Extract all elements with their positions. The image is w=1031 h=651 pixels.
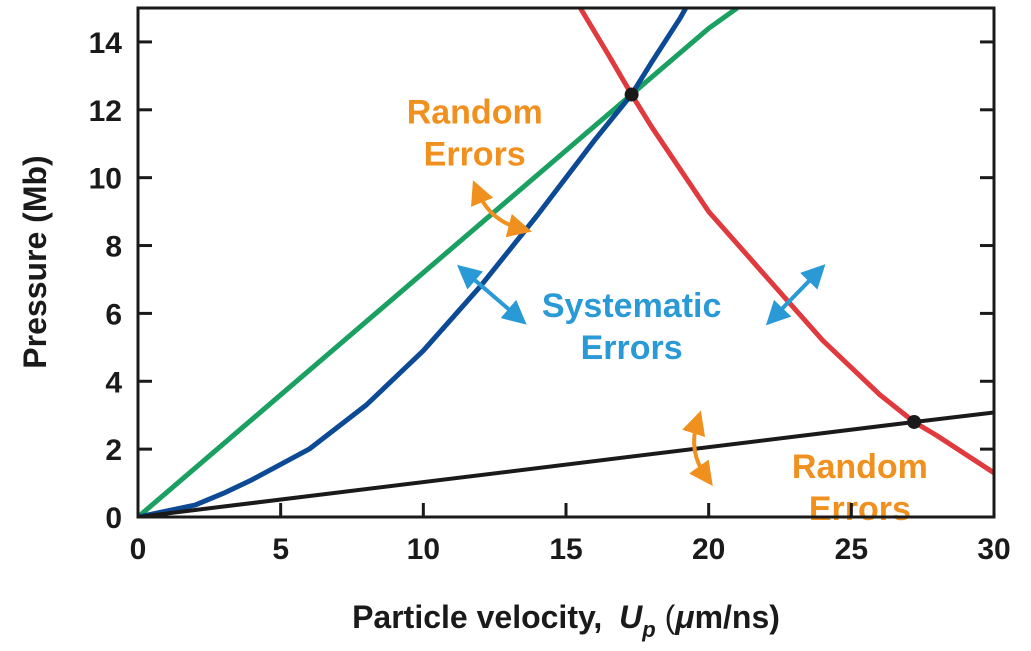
y-tick-label: 2 [105,434,122,467]
y-tick-label: 10 [89,163,122,196]
y-tick-label: 12 [89,95,122,128]
series-line-2 [138,8,688,517]
x-axis-title-main: Particle velocity, [352,599,602,635]
annotation-line: Errors [809,490,911,528]
y-axis-title: Pressure (Mb) [17,155,53,368]
x-tick-label: 25 [835,533,868,566]
x-tick-label: 15 [549,533,582,566]
double-arrow-4 [682,410,713,487]
x-axis-title-sub: p [641,617,655,642]
plot-frame [136,6,996,519]
y-tick-label: 14 [89,27,123,60]
annotation-line: Systematic [542,287,722,325]
annotation-line: Random [407,93,543,131]
x-axis-title-var: U [619,599,643,635]
annotation-line: Errors [424,135,526,173]
point-layer [624,87,922,429]
x-tick-label: 30 [977,533,1010,566]
double-arrow-2 [457,264,527,325]
double-arrow-1 [471,180,532,238]
annotation-line: Errors [581,329,683,367]
annotation-label: Random Errors [407,93,543,173]
y-tick-label: 8 [105,231,122,264]
x-axis-title-mu: μ [674,599,694,635]
annotation-label: Systematic Errors [542,287,722,367]
x-tick-label: 10 [407,533,440,566]
annot-layer: Random Errors Systematic Errors Random Errors [407,93,928,528]
x-axis-title: Particle velocity, Up (μm/ns) [352,599,780,642]
series-layer [138,8,994,517]
tick-layer: 0 5 10 15 20 25 30 0 2 4 6 8 10 12 14 [89,27,1011,566]
y-tick-label: 0 [105,502,122,535]
series-line-3 [578,8,994,475]
series-line-1 [138,8,739,517]
y-tick-label: 4 [105,366,122,399]
intersection-point [624,87,639,102]
annotation-label: Random Errors [792,448,928,528]
intersection-point [907,414,922,429]
double-arrow-3 [765,264,826,326]
x-tick-label: 0 [130,533,147,566]
x-tick-label: 5 [272,533,289,566]
x-axis-title-unit: m/ns) [695,599,780,635]
y-tick-label: 6 [105,298,122,331]
x-axis-title-unit-open: ( [656,599,676,635]
annotation-line: Random [792,448,928,486]
arrow-layer [457,180,826,487]
x-tick-label: 20 [692,533,725,566]
